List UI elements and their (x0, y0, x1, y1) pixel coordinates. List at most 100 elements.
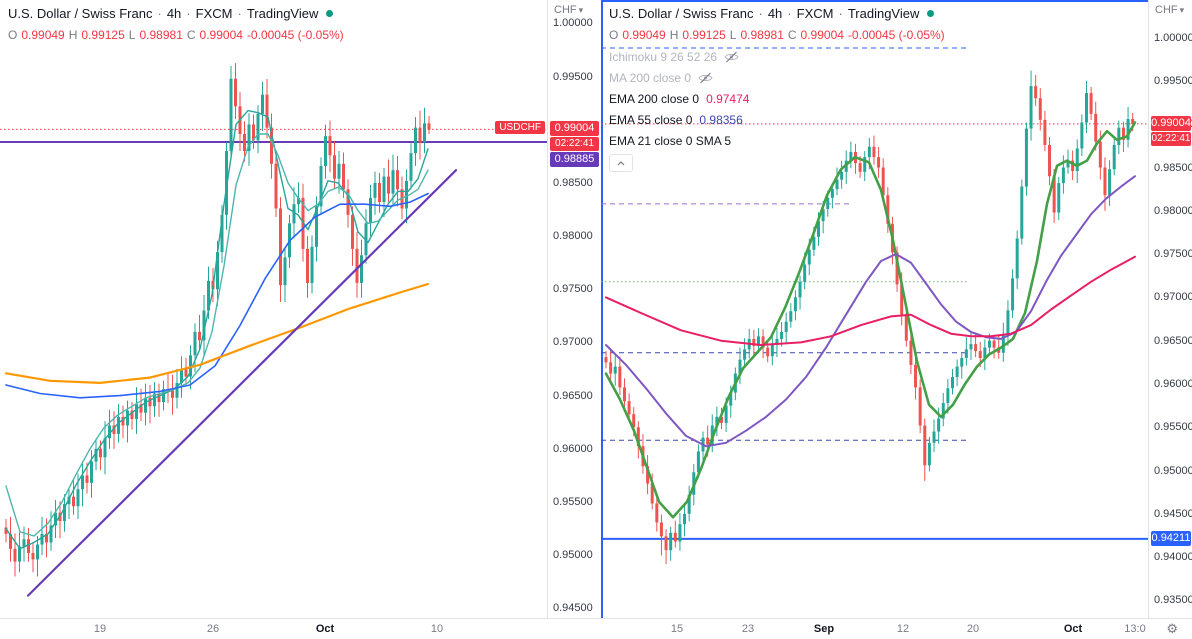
candle-body (632, 414, 636, 428)
candle-body (826, 197, 830, 210)
candle-body (1001, 333, 1005, 353)
indicator-legend-row[interactable]: EMA 200 close 0 0.97474 (609, 88, 945, 109)
candle-body (678, 524, 682, 542)
ema-21-sma-5-green-line (604, 121, 1137, 519)
indicator-legend-row[interactable]: EMA 21 close 0 SMA 5 (609, 130, 945, 151)
indicator-legend-row[interactable]: Ichimoku 9 26 52 26 (609, 46, 945, 67)
price-axis-left[interactable]: CHF ▾ 1.000000.995000.990000.985000.9800… (547, 0, 601, 619)
candle-body (67, 496, 71, 505)
candle-body (1071, 160, 1075, 171)
ema-55-blue-line (5, 192, 429, 399)
candle-body (636, 427, 640, 447)
symbol-name[interactable]: U.S. Dollar / Swiss Franc (8, 6, 153, 21)
chevron-up-icon (617, 160, 625, 165)
candle-body (840, 171, 844, 180)
candle-body (49, 525, 53, 543)
time-tick-label: 10 (430, 623, 444, 635)
gear-icon[interactable]: ⚙ (1166, 621, 1178, 636)
interval-label[interactable]: 4h (166, 6, 182, 21)
candle-body (94, 448, 98, 462)
candle-body (360, 255, 363, 283)
separator-dot: · (758, 6, 763, 21)
price-badge: 0.94211 (1151, 530, 1191, 546)
candle-body (373, 182, 377, 198)
candle-body (13, 548, 17, 562)
chart-canvas-right[interactable] (601, 0, 1148, 619)
indicator-legend-row[interactable]: EMA 55 close 0 0.98356 (609, 109, 945, 130)
candle-body (324, 136, 327, 166)
candle-body (1084, 93, 1088, 123)
price-tick-label: 0.98500 (1154, 161, 1192, 174)
separator-dot: · (157, 6, 162, 21)
time-tick-label: 13:0 (1124, 623, 1146, 635)
candle-body (162, 389, 165, 403)
candle-body (974, 344, 978, 352)
eye-slash-icon[interactable] (724, 51, 739, 63)
candle-body (4, 527, 8, 534)
candle-body (756, 336, 760, 346)
candle-body (627, 401, 631, 415)
currency-selector[interactable]: CHF ▾ (1155, 4, 1184, 16)
candle-body (923, 425, 927, 466)
eye-slash-icon[interactable] (698, 72, 713, 84)
close-value: 0.99004 (800, 28, 844, 42)
candle-body (45, 533, 48, 543)
candle-body (256, 113, 260, 141)
price-tick-label: 0.94000 (1154, 551, 1192, 564)
time-tick-label: 12 (896, 623, 910, 635)
price-tick-label: 0.94500 (553, 602, 593, 615)
candle-body (175, 382, 179, 398)
exchange-label: FXCM (195, 6, 233, 21)
candle-body (297, 197, 300, 205)
candle-body (81, 475, 84, 490)
price-badge: 0.99004 (550, 121, 599, 137)
candle-body (941, 402, 945, 419)
close-value: 0.99004 (199, 28, 243, 42)
candle-body (306, 248, 309, 283)
candle-body (391, 170, 395, 194)
time-axis-left[interactable]: 19 26 Oct 10 (0, 618, 601, 639)
candle-body (937, 418, 941, 432)
candle-body (130, 410, 134, 420)
time-axis-right[interactable]: 15 23 Sep 12 20 Oct 13:0 (601, 618, 1192, 639)
price-axis-right[interactable]: CHF ▾ 1.000000.995000.990000.985000.9800… (1148, 0, 1192, 619)
separator-dot: · (237, 6, 242, 21)
candle-body (664, 536, 668, 551)
candle-body (955, 366, 959, 378)
indicator-title: Ichimoku 9 26 52 26 (609, 49, 718, 64)
price-tick-label: 0.97500 (1154, 248, 1192, 261)
symbol-name[interactable]: U.S. Dollar / Swiss Franc (609, 6, 754, 21)
chart-canvas-left[interactable] (0, 0, 547, 619)
candle-body (1103, 167, 1107, 196)
symbol-title-row[interactable]: U.S. Dollar / Swiss Franc · 4h · FXCM · … (609, 6, 945, 21)
market-open-dot-icon[interactable] (326, 10, 334, 17)
market-open-dot-icon[interactable] (927, 10, 935, 17)
open-label: O (8, 28, 18, 42)
candle-body (90, 461, 93, 483)
change-value: -0.00045 (-0.05%) (246, 28, 344, 42)
candle-body (914, 364, 918, 388)
candle-body (867, 146, 871, 158)
brand-label[interactable]: TradingView (246, 6, 319, 21)
candle-body (969, 344, 973, 350)
candle-body (103, 438, 107, 458)
brand-label[interactable]: TradingView (847, 6, 920, 21)
high-label: H (669, 28, 679, 42)
candle-body (99, 448, 102, 458)
currency-selector[interactable]: CHF ▾ (554, 4, 583, 16)
interval-label[interactable]: 4h (767, 6, 783, 21)
candle-body (423, 123, 426, 143)
time-tick-label: 23 (741, 623, 755, 635)
candle-body (1048, 145, 1052, 177)
price-tick-label: 0.95500 (553, 496, 593, 508)
symbol-title-row[interactable]: U.S. Dollar / Swiss Franc · 4h · FXCM · … (8, 6, 344, 21)
indicator-legend-row[interactable]: MA 200 close 0 (609, 67, 945, 88)
candle-body (673, 532, 677, 542)
candle-body (613, 366, 617, 374)
candle-body (382, 176, 386, 203)
candle-body (342, 163, 345, 190)
legend-collapse-button[interactable] (609, 154, 633, 172)
candle-body (9, 533, 12, 549)
indicator-title: EMA 200 close 0 (609, 91, 700, 106)
candle-body (881, 167, 885, 196)
